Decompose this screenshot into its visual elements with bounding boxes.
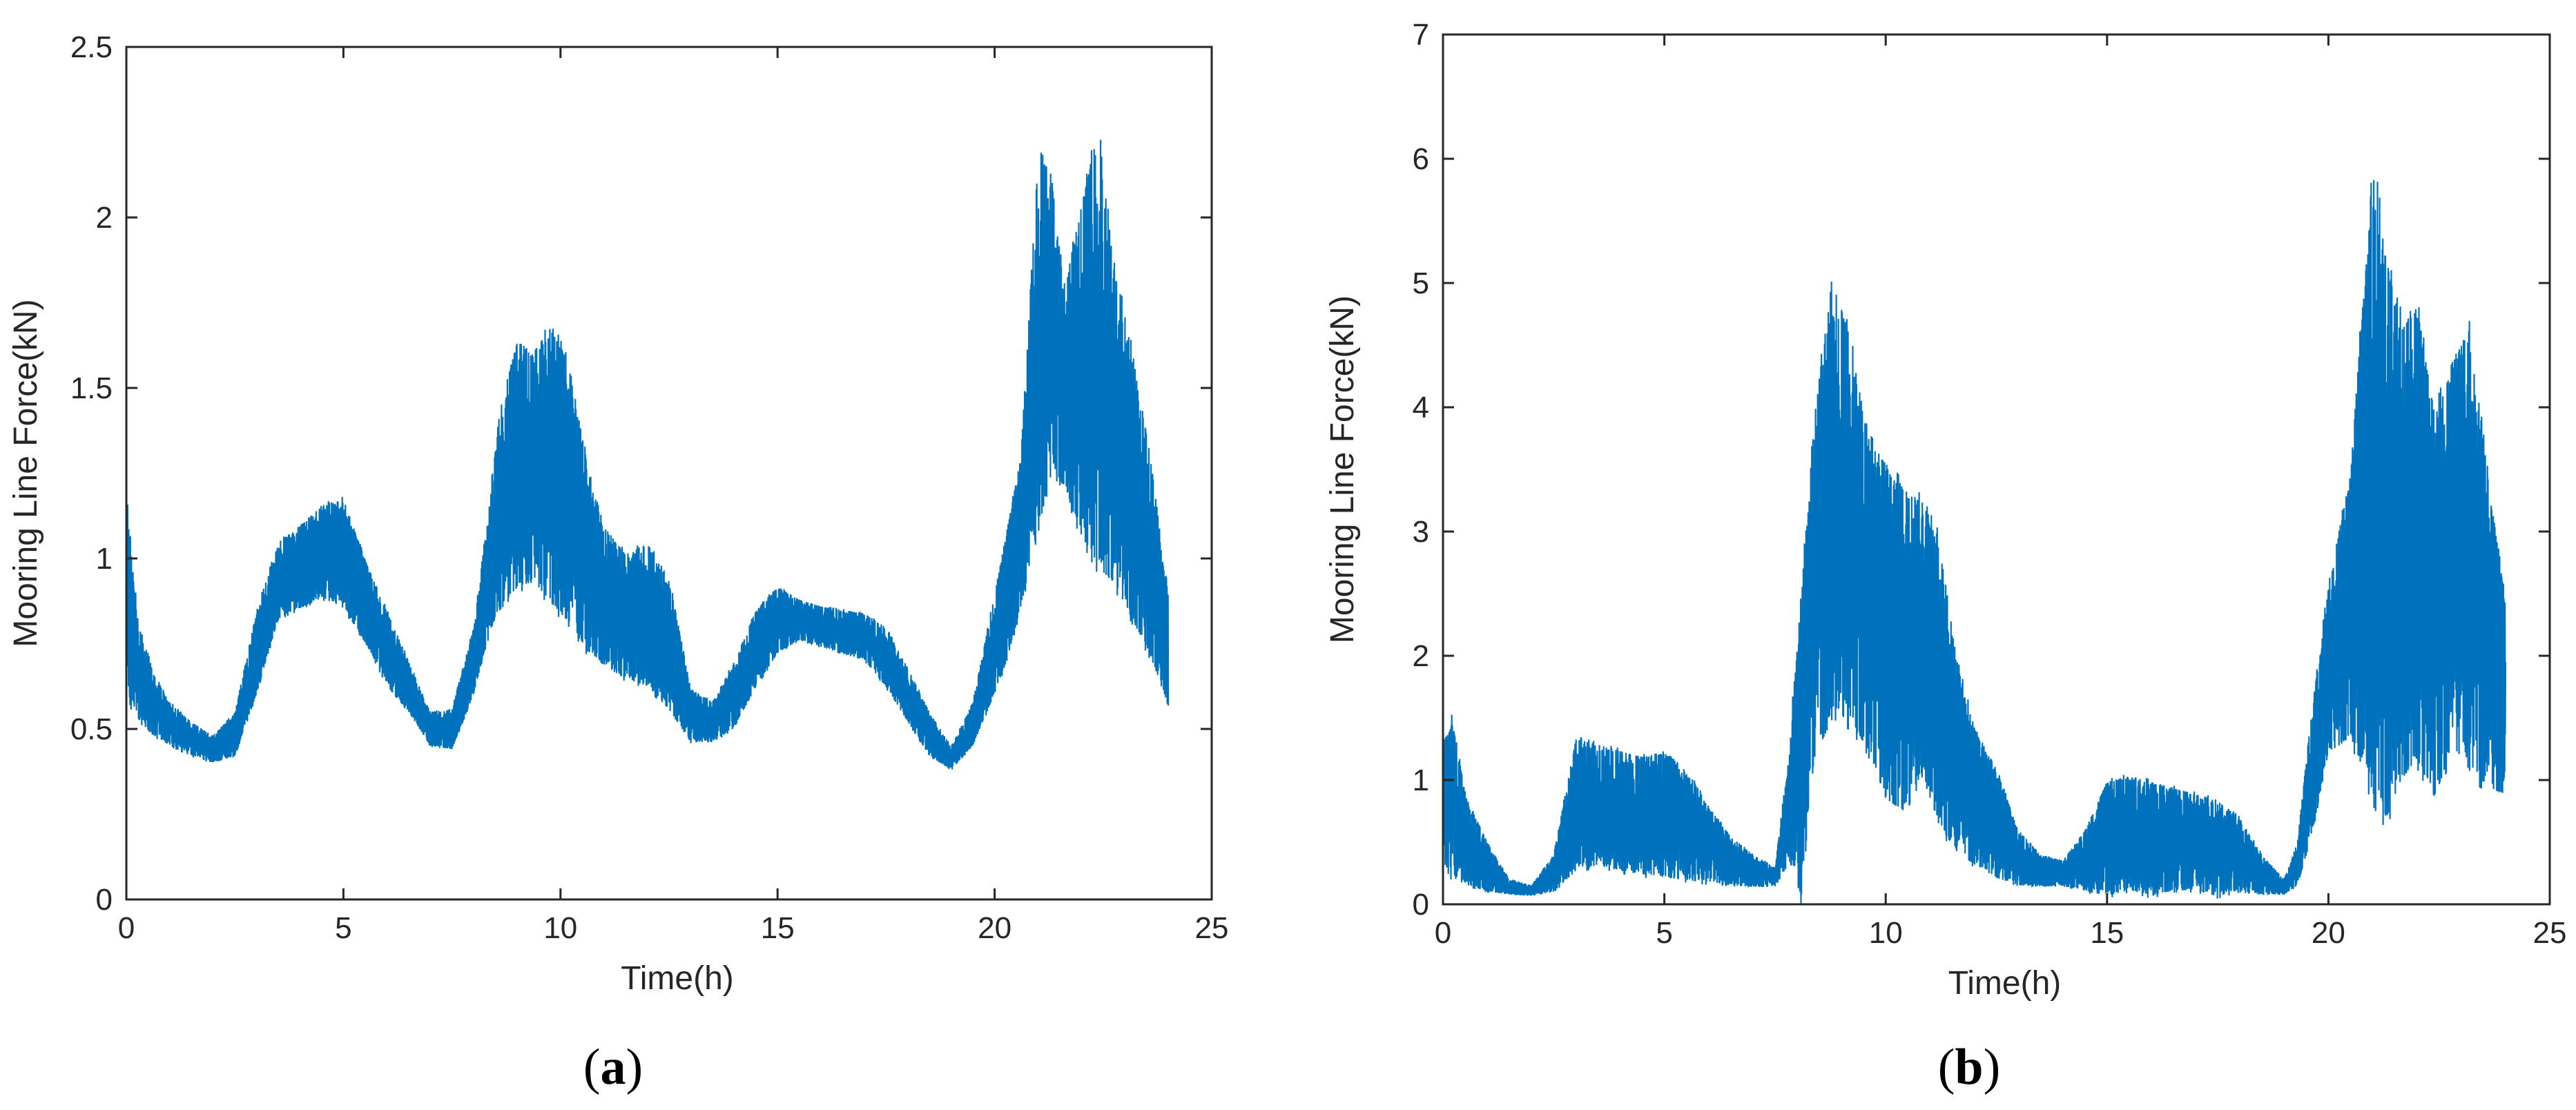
y-axis-label: Mooring Line Force(kN) [1324,295,1361,643]
x-tick-label: 15 [2090,916,2124,950]
y-tick-label: 5 [1413,266,1429,300]
y-tick-label: 2 [96,201,113,235]
series-line [126,139,1170,770]
plot-frame [125,46,1213,901]
x-tick-label: 10 [543,911,577,945]
panel-label-b: (b) [1938,1039,2000,1096]
x-tick-label: 5 [1656,916,1672,950]
x-tick-label: 0 [1435,916,1451,950]
panel-label-a: (a) [583,1039,643,1096]
y-tick-label: 1 [1413,763,1429,797]
y-tick-label: 2 [1413,639,1429,673]
y-tick-label: 3 [1413,515,1429,549]
y-tick-label: 7 [1413,18,1429,52]
y-tick-label: 0.5 [70,712,113,746]
x-tick-label: 10 [1869,916,1903,950]
y-tick-label: 1 [96,542,113,576]
y-tick-label: 0 [96,883,113,917]
x-axis-label: Time(h) [1948,965,2062,1002]
x-tick-label: 20 [978,911,1011,945]
x-tick-label: 15 [761,911,795,945]
y-tick-label: 6 [1413,142,1429,176]
x-tick-label: 20 [2312,916,2345,950]
y-tick-label: 4 [1413,391,1429,425]
chart-b: 0 5 10 15 20 25 0 1 2 3 4 5 6 7 Time(h) Mooring Line Fo… [1324,18,2566,1002]
series-line [1443,179,2506,904]
y-tick-label: 0 [1413,888,1429,922]
y-axis-label: Mooring Line Force(kN) [8,299,44,647]
y-tick-label: 2.5 [70,30,113,64]
chart-a: 0 5 10 15 20 25 0 0.5 1 1.5 2 2.5 Time(h) Mooring Lin… [8,30,1228,997]
x-tick-label: 25 [2533,916,2567,950]
x-axis-label: Time(h) [621,960,734,997]
x-tick-label: 25 [1195,911,1229,945]
x-tick-label: 5 [335,911,351,945]
x-tick-label: 0 [118,911,135,945]
plot-frame [1442,33,2551,906]
y-tick-label: 1.5 [70,371,113,405]
